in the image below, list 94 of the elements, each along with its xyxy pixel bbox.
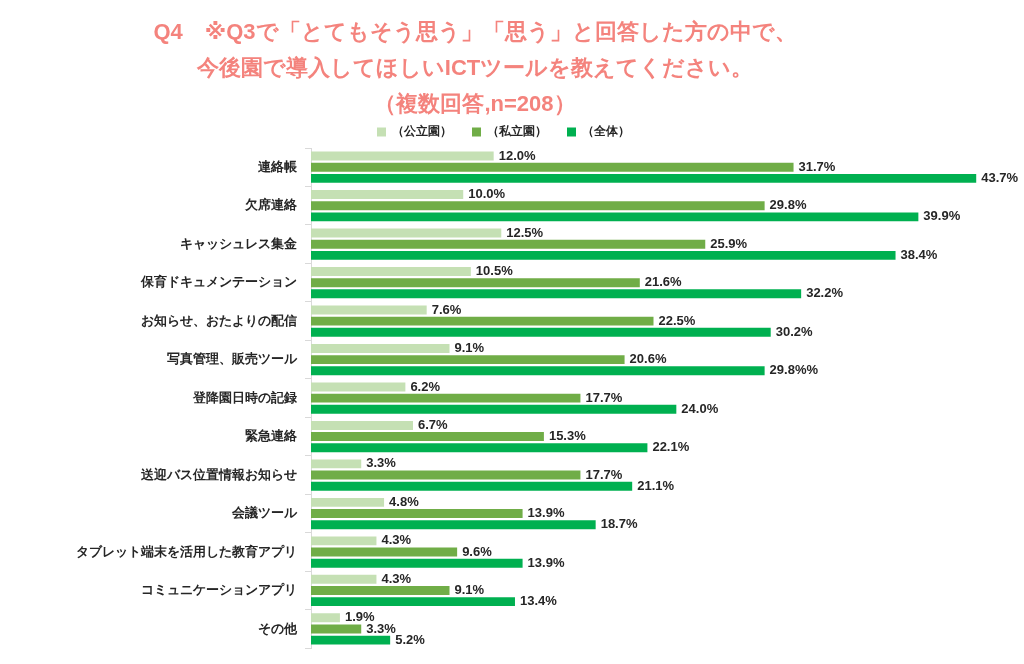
bar (311, 393, 581, 403)
data-label: 38.4% (900, 246, 938, 262)
bar (311, 366, 765, 376)
data-label: 6.2% (410, 378, 441, 394)
bar (311, 520, 596, 530)
bar (311, 344, 450, 353)
y-tick-label: キャッシュレス集金 (180, 235, 298, 251)
data-label: 13.9% (527, 554, 565, 570)
y-tick-label: 緊急連絡 (245, 428, 298, 444)
legend-label: （公立園） (392, 124, 452, 139)
data-label: 10.0% (468, 186, 506, 202)
bar (311, 250, 896, 260)
bar (311, 162, 794, 172)
bar (311, 289, 802, 299)
bar (311, 151, 494, 161)
bar (311, 327, 771, 337)
y-tick-label: 欠席連絡 (244, 197, 298, 213)
bar (311, 586, 450, 595)
y-tick-label: 連絡帳 (257, 158, 298, 174)
legend-label: （全体） (582, 124, 630, 139)
bar (311, 190, 464, 200)
data-label: 13.4% (519, 593, 558, 609)
bar (311, 355, 625, 365)
data-label: 18.7% (600, 516, 638, 532)
data-label: 32.2% (806, 285, 844, 301)
y-tick-label: コミュニケーションアプリ (141, 582, 297, 598)
data-label: 7.6% (431, 301, 462, 317)
data-label: 10.5% (475, 263, 514, 279)
bar (311, 404, 677, 414)
bar (311, 574, 377, 584)
data-label: 9.1% (454, 582, 485, 598)
chart-subtitle: （複数回答,n=208） (373, 90, 577, 118)
data-label: 22.5% (658, 312, 696, 328)
bar (311, 305, 427, 315)
y-tick-label: お知らせ、おたよりの配信 (141, 312, 297, 328)
bar (311, 173, 977, 183)
bar (311, 382, 406, 392)
data-label: 12.0% (498, 147, 536, 163)
y-tick-label: 保育ドキュメンテーション (140, 274, 297, 290)
data-label: 17.7% (585, 389, 623, 405)
bar (311, 509, 523, 518)
data-label: 5.2% (395, 631, 426, 647)
data-label: 15.3% (548, 428, 587, 444)
data-label: 4.8% (389, 493, 420, 509)
bar (311, 239, 706, 249)
data-label: 29.8% (769, 197, 807, 213)
data-label: 4.3% (381, 532, 412, 548)
data-label: 6.7% (417, 417, 449, 432)
data-label: 22.1% (652, 439, 690, 455)
chart-title: Q4 ※Q3で「とてもそう思う」「思う」と回答した方の中で、今後園で導入してほしいICTツールを教えてください。 (152, 18, 798, 82)
data-label: 21.1% (637, 477, 675, 493)
data-label: 39.9% (923, 208, 961, 224)
bar (311, 470, 581, 480)
data-label: 43.7% (981, 169, 1019, 185)
bar (311, 481, 633, 491)
bar (311, 267, 471, 276)
y-tick-label: 会議ツール (231, 505, 298, 521)
data-label: 13.9% (527, 505, 565, 521)
bar (311, 278, 640, 288)
bar (311, 201, 765, 211)
data-label: 29.8%% (769, 362, 819, 378)
y-tick-label: 写真管理、販売ツール (167, 351, 298, 367)
data-label: 31.7% (798, 158, 836, 174)
bar (311, 228, 502, 238)
data-label: 20.6% (629, 351, 667, 367)
data-label: 21.6% (644, 274, 683, 290)
legend-label: （私立園） (487, 124, 547, 139)
data-label: 17.7% (585, 466, 623, 482)
bar (311, 212, 919, 222)
bar (311, 459, 362, 469)
data-label: 9.6% (462, 543, 493, 559)
bar (311, 420, 413, 430)
data-label: 3.3% (366, 455, 397, 471)
bar (311, 635, 391, 645)
bar (311, 443, 648, 453)
bar (311, 497, 385, 507)
bar (311, 432, 544, 442)
y-tick-label: その他 (258, 620, 298, 636)
bar (311, 597, 515, 607)
data-label: 12.5% (506, 224, 544, 240)
data-label: 30.2% (775, 323, 814, 339)
bar (311, 547, 458, 557)
bar (311, 613, 340, 623)
data-label: 9.1% (454, 340, 485, 356)
bar (311, 316, 654, 326)
bar (311, 558, 523, 568)
bar (311, 536, 377, 546)
bar (311, 624, 362, 634)
data-label: 25.9% (710, 235, 748, 251)
data-label: 4.3% (381, 570, 412, 586)
y-tick-label: タブレット端末を活用した教育アプリ (76, 543, 297, 559)
y-tick-label: 送迎バス位置情報お知らせ (140, 466, 297, 482)
data-label: 24.0% (681, 400, 719, 416)
y-tick-label: 登降園日時の記録 (192, 389, 297, 405)
